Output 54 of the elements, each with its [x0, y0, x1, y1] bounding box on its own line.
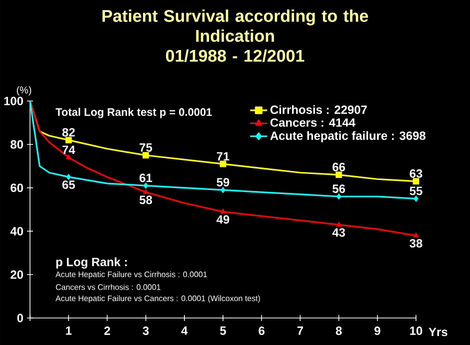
x-tick-label: 9	[374, 326, 380, 335]
y-tick-label: 0	[17, 314, 23, 322]
y-tick-label: 100	[4, 96, 23, 106]
legend-label: Cirrhosis : 22907	[270, 105, 367, 114]
y-tick-label: 80	[10, 140, 23, 149]
point	[65, 136, 72, 144]
data-label: 74	[62, 146, 76, 154]
chart-title: Patient Survival according to the Indication 01/1988 - 12/2001	[102, 10, 368, 62]
data-label: 55	[410, 186, 422, 196]
point	[412, 178, 420, 184]
x-tick-label: 6	[258, 326, 264, 335]
point	[414, 195, 418, 202]
point	[336, 193, 342, 200]
data-label: 38	[410, 239, 422, 248]
point	[66, 154, 72, 160]
x-tick-label: 2	[104, 326, 110, 335]
point	[66, 174, 72, 180]
data-label: 58	[140, 196, 152, 204]
legend-label: Cancers : 4144	[270, 118, 356, 127]
point	[143, 182, 148, 189]
point	[143, 188, 149, 194]
point	[220, 160, 226, 168]
legend-label: Acute hepatic failure : 3698	[270, 131, 426, 142]
x-tick-label: 10	[410, 326, 422, 335]
y-tick-label: 20	[10, 270, 23, 279]
annotation: Total Log Rank test p = 0.0001	[56, 108, 212, 118]
data-label: 61	[140, 174, 152, 182]
data-label: 56	[332, 184, 346, 193]
point	[413, 232, 419, 238]
data-label: 65	[62, 180, 75, 189]
x-tick-label: 5	[220, 326, 226, 335]
data-label: 71	[216, 152, 230, 160]
y-tick-label: 60	[10, 184, 23, 192]
y-axis-title: (%)	[16, 86, 32, 96]
x-tick-label: 4	[181, 326, 188, 335]
data-label: 82	[62, 128, 75, 137]
data-label: 66	[332, 162, 346, 172]
point	[336, 221, 342, 226]
point	[142, 152, 150, 158]
x-tick-label: 7	[297, 326, 304, 335]
x-tick-label: 8	[336, 326, 342, 335]
y-tick-label: 40	[10, 226, 23, 236]
annotation: p Log Rank :	[56, 257, 127, 269]
x-tick-label: 1	[66, 326, 72, 335]
data-label: 59	[216, 178, 230, 186]
point	[220, 186, 226, 194]
data-label: 63	[410, 169, 422, 178]
point	[220, 208, 226, 214]
data-label: 49	[216, 215, 230, 224]
point	[336, 172, 342, 178]
data-label: 43	[332, 228, 346, 237]
data-label: 75	[140, 143, 152, 152]
x-tick-label: 3	[142, 326, 149, 336]
x-axis-title: Yrs	[428, 328, 448, 336]
